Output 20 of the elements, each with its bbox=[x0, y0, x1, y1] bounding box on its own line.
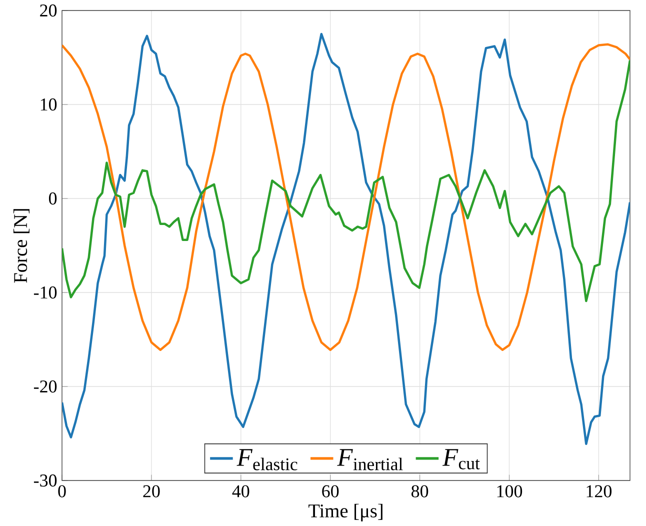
legend-label: F$_{inertial}$ bbox=[337, 449, 403, 470]
x-axis-title: Time [μs] bbox=[308, 504, 382, 522]
y-tick-label: 20 bbox=[40, 4, 57, 17]
line-series bbox=[62, 59, 630, 302]
y-tick-label: -20 bbox=[34, 380, 57, 393]
y-tick-label: 0 bbox=[48, 192, 57, 205]
y-tick-label: 10 bbox=[40, 98, 57, 111]
x-tick-label: 80 bbox=[411, 485, 428, 498]
line-series bbox=[62, 32, 630, 446]
legend-label: F$_{elastic}$ bbox=[236, 449, 298, 470]
legend-label: F$_{cut}$ bbox=[442, 449, 480, 470]
x-tick-label: 40 bbox=[232, 485, 250, 498]
y-tick-label: -30 bbox=[34, 474, 57, 487]
x-tick-label: 0 bbox=[58, 485, 66, 498]
x-tick-label: 100 bbox=[497, 485, 522, 498]
y-tick-label: -10 bbox=[34, 286, 57, 299]
x-tick-label: 20 bbox=[143, 485, 160, 498]
y-axis-title: Force [N] bbox=[13, 209, 30, 283]
x-tick-label: 120 bbox=[586, 485, 612, 498]
x-tick-label: 60 bbox=[322, 485, 339, 498]
